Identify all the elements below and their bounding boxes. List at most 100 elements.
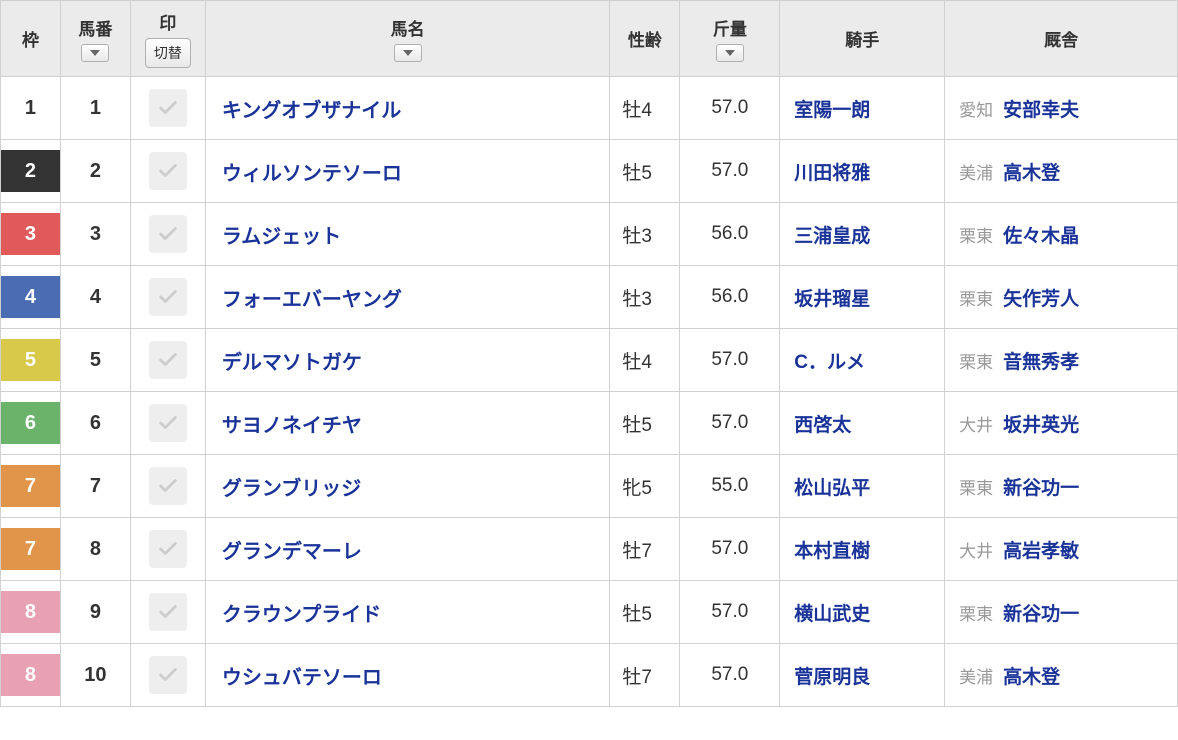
trainer-link[interactable]: 高木登 bbox=[1003, 163, 1060, 184]
umaban-number: 5 bbox=[90, 349, 101, 371]
mark-checkbox[interactable] bbox=[149, 89, 187, 127]
table-row: 7 8 グランデマーレ 牡7 57.0 本村直樹 大井高岩孝敏 bbox=[1, 518, 1178, 581]
sexage-text: 牡5 bbox=[622, 604, 652, 625]
trainer-link[interactable]: 矢作芳人 bbox=[1003, 289, 1079, 310]
horse-name-link[interactable]: サヨノネイチヤ bbox=[222, 415, 362, 437]
umaban-cell: 6 bbox=[60, 392, 130, 455]
trainer-link[interactable]: 新谷功一 bbox=[1003, 604, 1079, 625]
stable-location: 栗東 bbox=[959, 479, 993, 498]
jockey-link[interactable]: 本村直樹 bbox=[794, 541, 870, 562]
mark-checkbox[interactable] bbox=[149, 467, 187, 505]
waku-box: 3 bbox=[1, 213, 60, 255]
waku-cell: 3 bbox=[1, 203, 61, 266]
jockey-cell: 本村直樹 bbox=[780, 518, 945, 581]
trainer-link[interactable]: 新谷功一 bbox=[1003, 478, 1079, 499]
umaban-number: 4 bbox=[90, 286, 101, 308]
waku-cell: 7 bbox=[1, 455, 61, 518]
mark-checkbox[interactable] bbox=[149, 593, 187, 631]
trainer-link[interactable]: 佐々木晶 bbox=[1003, 226, 1079, 247]
horse-name-link[interactable]: ウシュバテソーロ bbox=[222, 667, 382, 689]
weight-cell: 57.0 bbox=[680, 329, 780, 392]
jockey-cell: 室陽一朗 bbox=[780, 77, 945, 140]
stable-location: 栗東 bbox=[959, 227, 993, 246]
header-stable: 厩舎 bbox=[945, 1, 1178, 77]
umaban-number: 6 bbox=[90, 412, 101, 434]
table-row: 6 6 サヨノネイチヤ 牡5 57.0 西啓太 大井坂井英光 bbox=[1, 392, 1178, 455]
header-umaban-label: 馬番 bbox=[78, 15, 112, 40]
chevron-down-icon bbox=[90, 50, 100, 56]
horse-name-link[interactable]: グランブリッジ bbox=[222, 478, 361, 500]
weight-sort-button[interactable] bbox=[716, 44, 744, 62]
stable-cell: 栗東佐々木晶 bbox=[945, 203, 1178, 266]
horse-name-link[interactable]: ラムジェット bbox=[222, 226, 341, 248]
mark-checkbox[interactable] bbox=[149, 341, 187, 379]
jockey-link[interactable]: C．ルメ bbox=[794, 352, 865, 373]
chevron-down-icon bbox=[403, 50, 413, 56]
stable-location: 大井 bbox=[959, 416, 993, 435]
jockey-link[interactable]: 室陽一朗 bbox=[794, 100, 870, 121]
jockey-link[interactable]: 松山弘平 bbox=[794, 478, 870, 499]
name-cell: ラムジェット bbox=[205, 203, 610, 266]
mark-cell bbox=[130, 518, 205, 581]
jockey-cell: C．ルメ bbox=[780, 329, 945, 392]
jockey-link[interactable]: 坂井瑠星 bbox=[794, 289, 870, 310]
mark-cell bbox=[130, 140, 205, 203]
sexage-cell: 牡5 bbox=[610, 140, 680, 203]
mark-checkbox[interactable] bbox=[149, 278, 187, 316]
horse-name-link[interactable]: フォーエバーヤング bbox=[222, 289, 402, 311]
check-icon bbox=[157, 601, 179, 623]
stable-location: 美浦 bbox=[959, 164, 993, 183]
waku-cell: 8 bbox=[1, 581, 61, 644]
mark-switch-button[interactable]: 切替 bbox=[145, 38, 191, 68]
horse-name-link[interactable]: デルマソトガケ bbox=[222, 352, 362, 374]
waku-box: 8 bbox=[1, 591, 60, 633]
name-cell: フォーエバーヤング bbox=[205, 266, 610, 329]
trainer-link[interactable]: 音無秀孝 bbox=[1003, 352, 1079, 373]
mark-checkbox[interactable] bbox=[149, 215, 187, 253]
mark-checkbox[interactable] bbox=[149, 530, 187, 568]
umaban-cell: 7 bbox=[60, 455, 130, 518]
name-cell: ウシュバテソーロ bbox=[205, 644, 610, 707]
mark-checkbox[interactable] bbox=[149, 152, 187, 190]
trainer-link[interactable]: 高木登 bbox=[1003, 667, 1060, 688]
stable-location: 栗東 bbox=[959, 290, 993, 309]
sexage-text: 牡3 bbox=[622, 289, 652, 310]
name-sort-button[interactable] bbox=[394, 44, 422, 62]
mark-checkbox[interactable] bbox=[149, 404, 187, 442]
stable-location: 栗東 bbox=[959, 353, 993, 372]
horse-name-link[interactable]: グランデマーレ bbox=[222, 541, 362, 563]
jockey-link[interactable]: 西啓太 bbox=[794, 415, 851, 436]
table-row: 8 9 クラウンプライド 牡5 57.0 横山武史 栗東新谷功一 bbox=[1, 581, 1178, 644]
mark-checkbox[interactable] bbox=[149, 656, 187, 694]
trainer-link[interactable]: 坂井英光 bbox=[1003, 415, 1079, 436]
header-jockey: 騎手 bbox=[780, 1, 945, 77]
stable-cell: 美浦高木登 bbox=[945, 644, 1178, 707]
trainer-link[interactable]: 高岩孝敏 bbox=[1003, 541, 1079, 562]
waku-cell: 2 bbox=[1, 140, 61, 203]
mark-cell bbox=[130, 203, 205, 266]
sexage-text: 牡4 bbox=[622, 352, 652, 373]
jockey-link[interactable]: 川田将雅 bbox=[794, 163, 870, 184]
stable-location: 栗東 bbox=[959, 605, 993, 624]
waku-cell: 4 bbox=[1, 266, 61, 329]
umaban-sort-button[interactable] bbox=[81, 44, 109, 62]
umaban-cell: 9 bbox=[60, 581, 130, 644]
horse-name-link[interactable]: クラウンプライド bbox=[222, 604, 381, 626]
stable-cell: 大井坂井英光 bbox=[945, 392, 1178, 455]
stable-location: 愛知 bbox=[959, 101, 993, 120]
check-icon bbox=[157, 286, 179, 308]
jockey-link[interactable]: 菅原明良 bbox=[794, 667, 870, 688]
trainer-link[interactable]: 安部幸夫 bbox=[1003, 100, 1079, 121]
waku-box: 4 bbox=[1, 276, 60, 318]
table-header-row: 枠 馬番 印 切替 馬名 bbox=[1, 1, 1178, 77]
header-stable-label: 厩舎 bbox=[1044, 31, 1078, 50]
horse-name-link[interactable]: キングオブザナイル bbox=[222, 100, 401, 122]
chevron-down-icon bbox=[725, 50, 735, 56]
waku-cell: 1 bbox=[1, 77, 61, 140]
umaban-number: 7 bbox=[90, 475, 101, 497]
sexage-cell: 牡4 bbox=[610, 77, 680, 140]
horse-name-link[interactable]: ウィルソンテソーロ bbox=[222, 163, 402, 185]
jockey-link[interactable]: 三浦皇成 bbox=[794, 226, 870, 247]
weight-text: 57.0 bbox=[711, 160, 748, 181]
jockey-link[interactable]: 横山武史 bbox=[794, 604, 870, 625]
